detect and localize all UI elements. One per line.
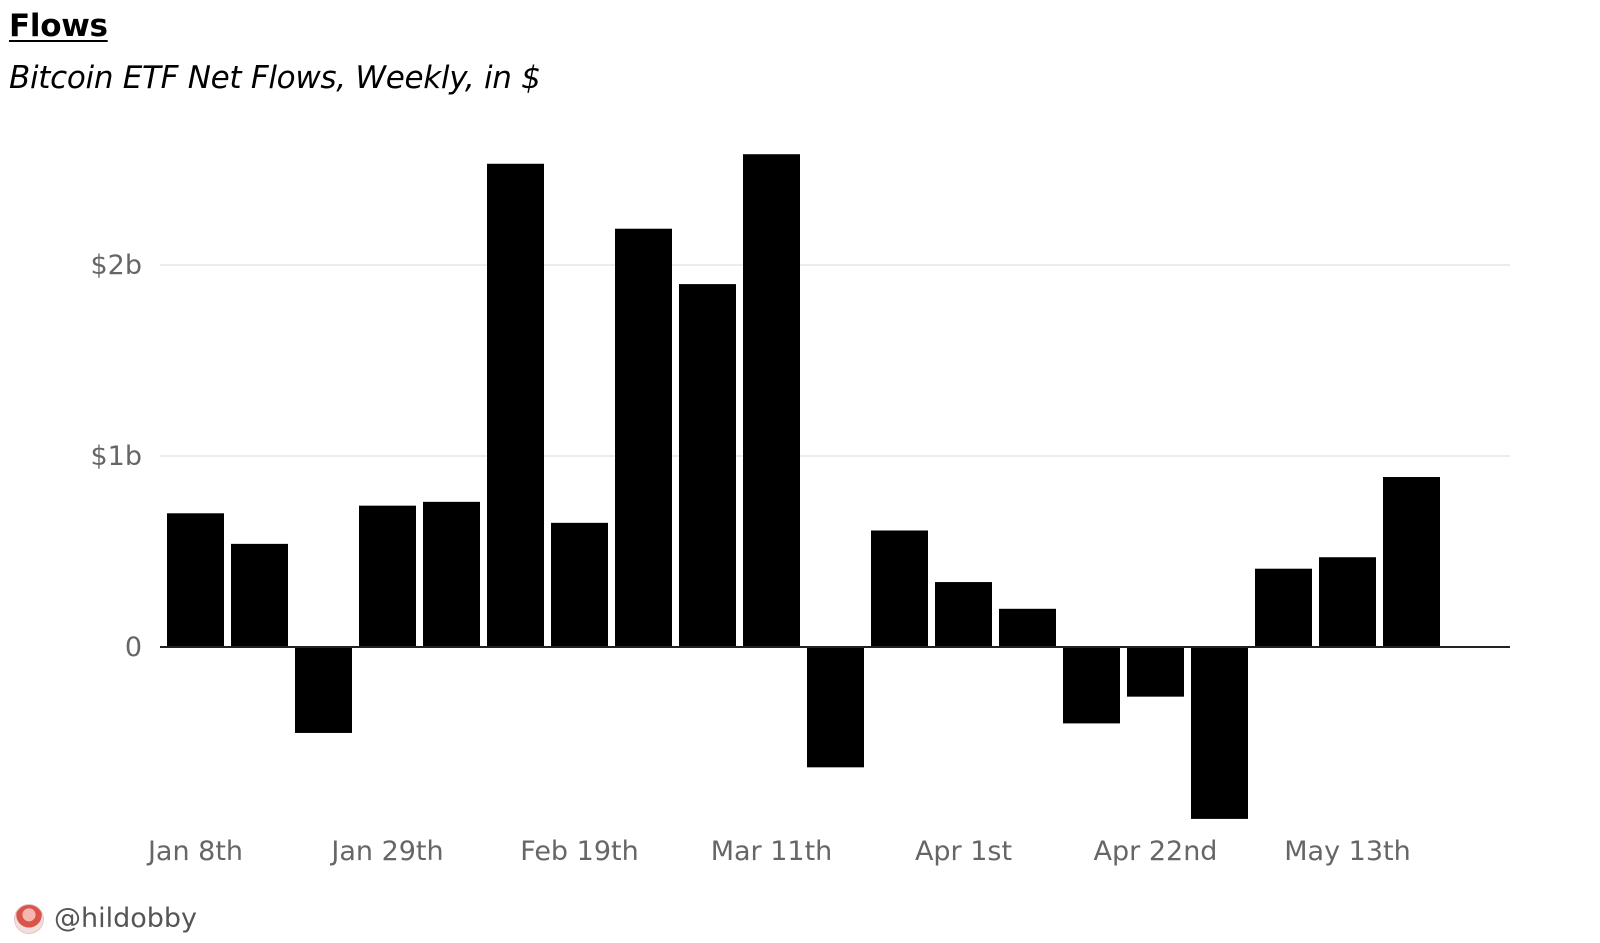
- grid-lines: [160, 264, 1510, 457]
- bar-5: [487, 163, 544, 647]
- avatar-icon: [14, 903, 44, 934]
- bar-15: [1127, 647, 1184, 697]
- bar-19: [1383, 477, 1440, 647]
- bar-7: [615, 228, 672, 647]
- bar-17: [1255, 568, 1312, 647]
- x-tick-label: Feb 19th: [520, 836, 638, 867]
- x-tick-label: Jan 8th: [146, 836, 243, 867]
- chart-subtitle: Bitcoin ETF Net Flows, Weekly, in $: [9, 60, 541, 96]
- bar-14: [1063, 647, 1120, 724]
- x-tick-label: Jan 29th: [329, 836, 443, 867]
- x-tick-label: May 13th: [1284, 836, 1410, 867]
- bar-13: [999, 608, 1056, 647]
- attribution: @hildobby: [14, 903, 197, 934]
- bar-16: [1191, 647, 1248, 819]
- x-tick-label: Mar 11th: [711, 836, 833, 867]
- bar-10: [807, 647, 864, 768]
- y-tick-label: $2b: [91, 250, 143, 281]
- bar-6: [551, 522, 608, 647]
- bar-3: [359, 505, 416, 647]
- axes: 0 $1b $2b Jan 8th Jan 29th Feb 19th Mar 11th Ap…: [91, 250, 1510, 867]
- bars: [167, 154, 1440, 819]
- bar-12: [935, 582, 992, 647]
- bar-2: [295, 647, 352, 733]
- bar-11: [871, 530, 928, 647]
- bar-0: [167, 513, 224, 647]
- y-tick-label: $1b: [91, 441, 143, 472]
- x-tick-label: Apr 22nd: [1094, 836, 1218, 867]
- author-handle: @hildobby: [54, 903, 198, 934]
- bar-9: [743, 154, 800, 647]
- chart-title: Flows: [9, 8, 108, 44]
- bar-4: [423, 501, 480, 647]
- bar-1: [231, 543, 288, 647]
- bar-18: [1319, 557, 1376, 647]
- y-tick-label: 0: [125, 632, 142, 663]
- bar-8: [679, 284, 736, 647]
- x-tick-label: Apr 1st: [915, 836, 1012, 867]
